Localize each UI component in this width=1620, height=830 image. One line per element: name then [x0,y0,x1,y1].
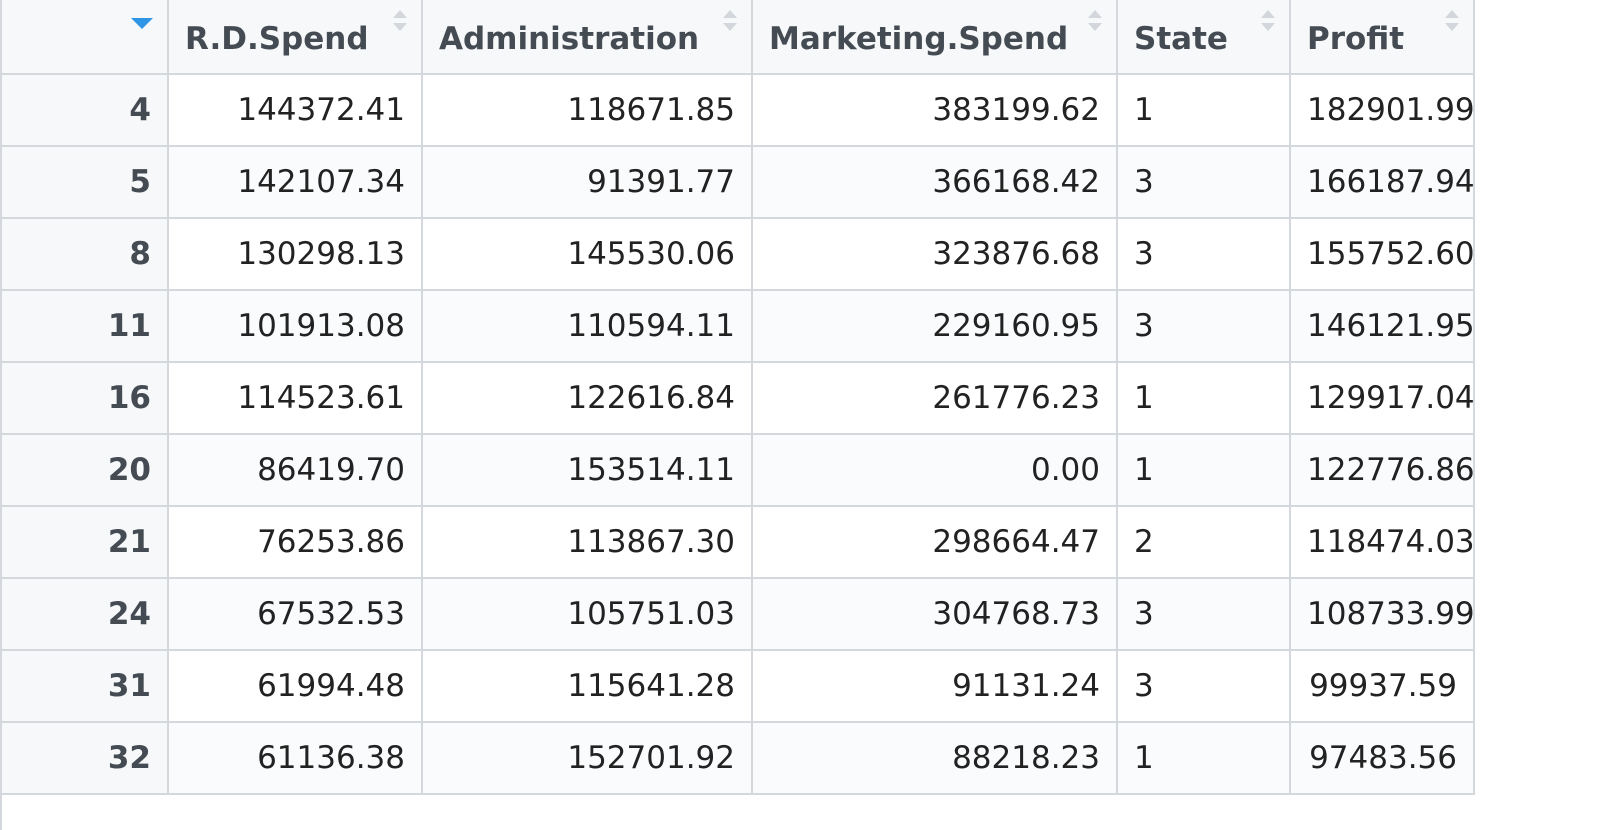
sort-icon[interactable] [723,10,737,38]
row-index-cell: 5 [2,145,169,219]
column-header-administration[interactable]: Administration [421,0,753,75]
profit-cell: 108733.99 [1289,577,1475,651]
row-index-cell: 8 [2,217,169,291]
table-row: 24 67532.53 105751.03 304768.73 3 108733.99 [2,577,1475,651]
administration-cell: 115641.28 [421,649,753,723]
profit-cell: 155752.60 [1289,217,1475,291]
table-row: 21 76253.86 113867.30 298664.47 2 118474.03 [2,505,1475,579]
administration-cell: 118671.85 [421,73,753,147]
state-cell: 1 [1116,361,1291,435]
profit-cell: 146121.95 [1289,289,1475,363]
profit-cell: 122776.86 [1289,433,1475,507]
row-index-cell: 16 [2,361,169,435]
row-index-cell: 11 [2,289,169,363]
marketing-spend-cell: 304768.73 [751,577,1118,651]
table-row: 8 130298.13 145530.06 323876.68 3 155752.60 [2,217,1475,291]
row-index-cell: 24 [2,577,169,651]
row-index-cell: 32 [2,721,169,795]
state-cell: 1 [1116,73,1291,147]
table-row: 16 114523.61 122616.84 261776.23 1 129917.04 [2,361,1475,435]
column-header-label: Administration [439,20,700,57]
state-cell: 3 [1116,145,1291,219]
profit-cell: 129917.04 [1289,361,1475,435]
data-table: R.D.Spend Administration Marketing.Spend… [2,0,1475,795]
rd-spend-cell: 144372.41 [167,73,423,147]
marketing-spend-cell: 229160.95 [751,289,1118,363]
rd-spend-cell: 86419.70 [167,433,423,507]
row-index-cell: 21 [2,505,169,579]
state-cell: 3 [1116,577,1291,651]
marketing-spend-cell: 91131.24 [751,649,1118,723]
table-row: 5 142107.34 91391.77 366168.42 3 166187.94 [2,145,1475,219]
sort-descending-icon[interactable] [131,18,153,29]
administration-cell: 152701.92 [421,721,753,795]
profit-cell: 99937.59 [1289,649,1475,723]
table-row: 31 61994.48 115641.28 91131.24 3 99937.59 [2,649,1475,723]
sort-icon[interactable] [393,10,407,38]
rd-spend-cell: 114523.61 [167,361,423,435]
marketing-spend-cell: 366168.42 [751,145,1118,219]
row-index-cell: 20 [2,433,169,507]
column-header-index[interactable] [2,0,169,75]
table-row: 11 101913.08 110594.11 229160.95 3 146121.95 [2,289,1475,363]
marketing-spend-cell: 383199.62 [751,73,1118,147]
state-cell: 3 [1116,289,1291,363]
rd-spend-cell: 67532.53 [167,577,423,651]
administration-cell: 122616.84 [421,361,753,435]
column-header-profit[interactable]: Profit [1289,0,1475,75]
profit-cell: 118474.03 [1289,505,1475,579]
profit-cell: 182901.99 [1289,73,1475,147]
marketing-spend-cell: 261776.23 [751,361,1118,435]
rd-spend-cell: 76253.86 [167,505,423,579]
marketing-spend-cell: 88218.23 [751,721,1118,795]
profit-cell: 97483.56 [1289,721,1475,795]
table-row: 4 144372.41 118671.85 383199.62 1 182901.99 [2,73,1475,147]
table-row: 20 86419.70 153514.11 0.00 1 122776.86 [2,433,1475,507]
state-cell: 1 [1116,721,1291,795]
state-cell: 3 [1116,649,1291,723]
column-header-label: R.D.Spend [185,20,369,57]
rd-spend-cell: 142107.34 [167,145,423,219]
column-header-state[interactable]: State [1116,0,1291,75]
column-header-label: Profit [1307,20,1405,57]
rd-spend-cell: 101913.08 [167,289,423,363]
row-index-cell: 31 [2,649,169,723]
state-cell: 2 [1116,505,1291,579]
state-cell: 3 [1116,217,1291,291]
marketing-spend-cell: 0.00 [751,433,1118,507]
administration-cell: 105751.03 [421,577,753,651]
administration-cell: 153514.11 [421,433,753,507]
rd-spend-cell: 61136.38 [167,721,423,795]
table-body: 4 144372.41 118671.85 383199.62 1 182901.99 5 1… [2,73,1475,795]
sort-icon[interactable] [1445,10,1459,38]
column-header-marketing-spend[interactable]: Marketing.Spend [751,0,1118,75]
administration-cell: 91391.77 [421,145,753,219]
table-row: 32 61136.38 152701.92 88218.23 1 97483.56 [2,721,1475,795]
column-header-rd-spend[interactable]: R.D.Spend [167,0,423,75]
administration-cell: 110594.11 [421,289,753,363]
administration-cell: 113867.30 [421,505,753,579]
administration-cell: 145530.06 [421,217,753,291]
rd-spend-cell: 130298.13 [167,217,423,291]
marketing-spend-cell: 323876.68 [751,217,1118,291]
column-header-label: State [1134,20,1228,57]
sort-icon[interactable] [1088,10,1102,38]
rd-spend-cell: 61994.48 [167,649,423,723]
column-header-label: Marketing.Spend [769,20,1069,57]
marketing-spend-cell: 298664.47 [751,505,1118,579]
header-row: R.D.Spend Administration Marketing.Spend… [2,0,1475,75]
state-cell: 1 [1116,433,1291,507]
row-index-cell: 4 [2,73,169,147]
sort-icon[interactable] [1261,10,1275,38]
profit-cell: 166187.94 [1289,145,1475,219]
data-viewer: R.D.Spend Administration Marketing.Spend… [0,0,1475,830]
